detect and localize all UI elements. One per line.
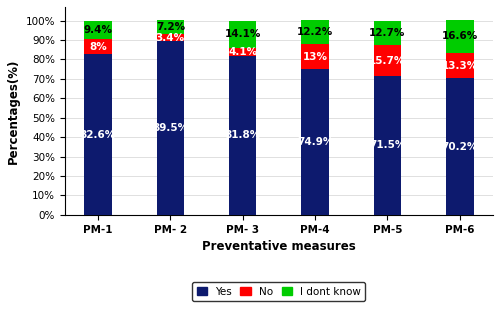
Y-axis label: Percentages(%): Percentages(%) <box>7 58 20 164</box>
Text: 12.2%: 12.2% <box>297 27 333 37</box>
Text: 12.7%: 12.7% <box>370 28 406 38</box>
Text: 82.6%: 82.6% <box>80 130 116 140</box>
Bar <box>302 44 329 69</box>
Bar <box>374 76 401 215</box>
Bar <box>156 20 184 34</box>
Bar <box>156 34 184 41</box>
Text: 4.1%: 4.1% <box>228 47 258 57</box>
Bar <box>374 21 401 45</box>
Bar <box>84 20 112 39</box>
Bar <box>446 78 473 215</box>
Bar <box>446 20 473 53</box>
Text: 15.7%: 15.7% <box>370 56 406 66</box>
Bar <box>302 69 329 215</box>
Text: 70.2%: 70.2% <box>442 142 478 152</box>
Text: 3.4%: 3.4% <box>156 33 185 43</box>
Bar <box>84 54 112 215</box>
Text: 89.5%: 89.5% <box>152 123 188 133</box>
Bar <box>229 48 256 56</box>
Text: 13%: 13% <box>302 52 328 62</box>
Text: 74.9%: 74.9% <box>297 137 334 147</box>
Text: 16.6%: 16.6% <box>442 32 478 41</box>
Bar <box>84 39 112 54</box>
Text: 71.5%: 71.5% <box>370 140 406 150</box>
Bar <box>374 45 401 76</box>
X-axis label: Preventative measures: Preventative measures <box>202 240 356 253</box>
Text: 8%: 8% <box>89 41 107 52</box>
Bar <box>302 20 329 44</box>
Text: 9.4%: 9.4% <box>84 25 112 35</box>
Bar <box>229 56 256 215</box>
Text: 81.8%: 81.8% <box>224 130 261 140</box>
Text: 7.2%: 7.2% <box>156 22 185 32</box>
Bar <box>156 41 184 215</box>
Legend: Yes, No, I dont know: Yes, No, I dont know <box>192 282 366 301</box>
Text: 14.1%: 14.1% <box>224 29 261 39</box>
Bar <box>229 20 256 48</box>
Bar <box>446 53 473 78</box>
Text: 13.3%: 13.3% <box>442 61 478 70</box>
